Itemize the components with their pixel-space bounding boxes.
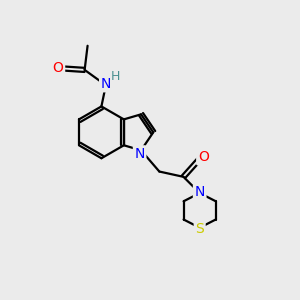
Text: O: O (53, 61, 64, 75)
Text: N: N (100, 77, 111, 91)
Text: S: S (195, 222, 204, 236)
Text: N: N (194, 185, 205, 200)
Text: O: O (198, 150, 208, 164)
Text: H: H (111, 70, 120, 83)
Text: N: N (134, 147, 145, 161)
